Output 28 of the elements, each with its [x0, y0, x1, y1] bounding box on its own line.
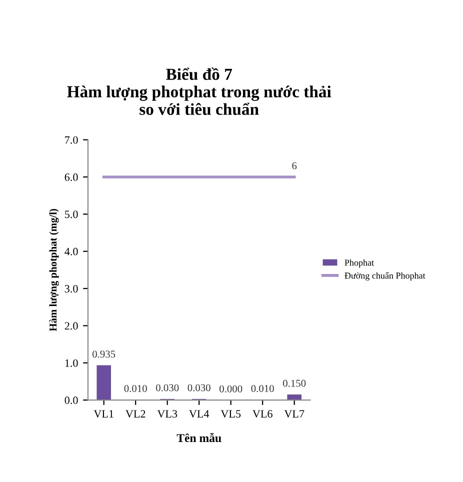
data-label: 6	[292, 162, 297, 170]
x-axis-title: Tên mẫu	[176, 432, 222, 442]
x-tick-label: VL3	[157, 410, 178, 418]
data-label: 0.030	[156, 384, 179, 392]
legend-label: Phophat	[344, 259, 374, 268]
y-tick-label: 0.0	[64, 396, 78, 404]
y-axis-title: Hàm lượng photphat (mg/l)	[49, 208, 59, 332]
data-label: 0.010	[251, 384, 274, 392]
data-label: 0.935	[92, 350, 116, 358]
y-tick-label: 1.0	[65, 359, 78, 367]
data-label: 0.030	[188, 384, 210, 392]
x-tick-label: VL7	[284, 410, 304, 418]
y-tick-label: 6.0	[64, 173, 78, 181]
chart-title: Biểu đồ 7 Hàm lượng photphat trong nước thải so với tiêu chuẩn	[67, 68, 332, 115]
x-tick-label: VL5	[220, 410, 241, 418]
y-tick-label: 7.0	[65, 136, 78, 144]
data-label: 0.150	[283, 380, 306, 387]
data-label: 0.010	[124, 384, 147, 392]
y-tick-label: 3.0	[64, 284, 78, 293]
data-label: 0.000	[220, 385, 242, 392]
x-tick-label: VL4	[189, 410, 210, 418]
y-tick-label: 4.0	[64, 248, 78, 256]
x-tick-label: VL1	[94, 410, 114, 418]
x-tick-label: VL2	[126, 410, 146, 418]
y-tick-label: 2.0	[64, 322, 78, 330]
y-tick-label: 5.0	[65, 210, 78, 218]
x-tick-label: VL6	[252, 410, 272, 418]
legend-label: Đường chuẩn Phophat	[344, 272, 426, 281]
